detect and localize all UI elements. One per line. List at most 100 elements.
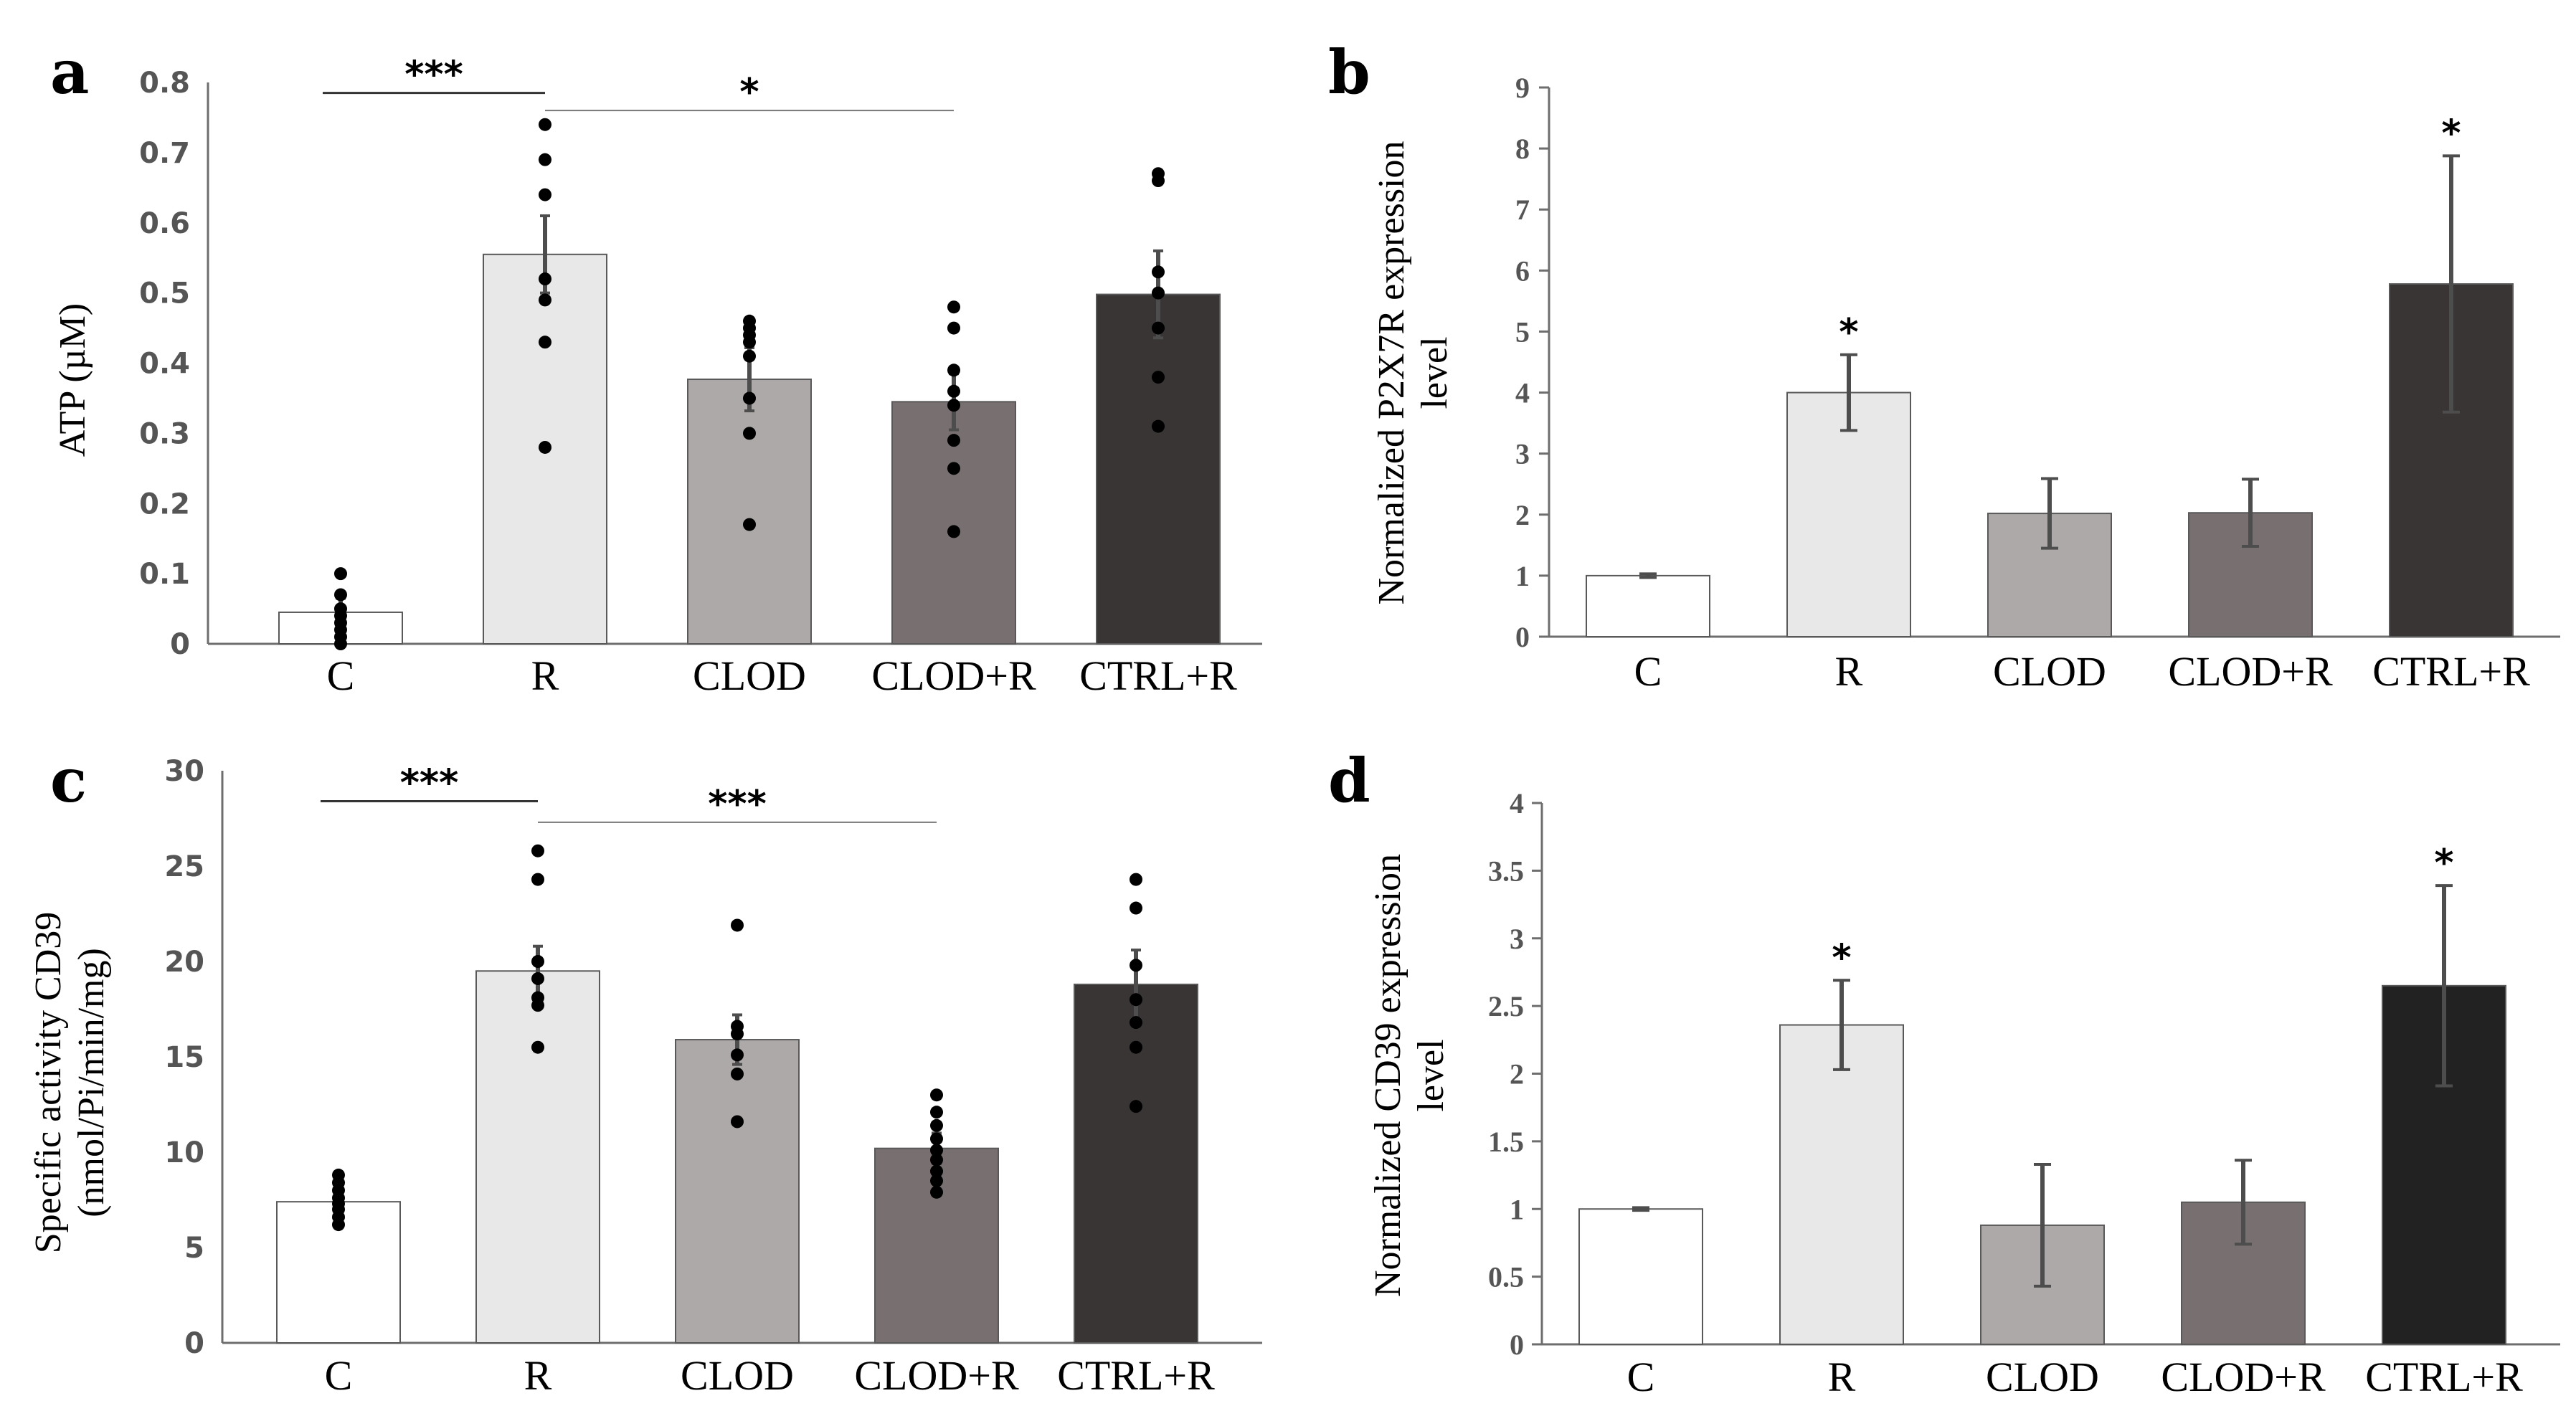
panel-a-letter: a [50, 37, 89, 108]
panel-b-x-category-label: CTRL+R [2372, 648, 2530, 695]
panel-c-y-tick-label: 10 [164, 1136, 204, 1169]
panel-a-data-point [539, 336, 551, 349]
panel-d-x-category-label: CLOD [1986, 1354, 2099, 1400]
panel-c-bar-r [475, 970, 600, 1344]
panel-b-significance-star: * [1839, 311, 1858, 354]
panel-c-data-point [531, 873, 544, 886]
panel-c-significance-label: *** [708, 783, 767, 826]
panel-a-data-point [947, 525, 960, 538]
panel-a-data-point [334, 602, 347, 616]
panel-c-y-axis-title-line-2: (nmol/Pi/min/mg) [71, 948, 112, 1217]
panel-b-significance-star: * [2441, 112, 2461, 155]
panel-d-x-category-label: R [1828, 1354, 1856, 1400]
panel-d-significance-star: * [2434, 842, 2453, 885]
panel-a-y-tick-label: 0.7 [139, 137, 190, 170]
panel-c-letter: c [50, 745, 87, 816]
panel-c-x-category-label: CLOD [681, 1352, 794, 1399]
panel-c-bar-clod [675, 1039, 800, 1344]
panel-a-data-point [1152, 265, 1165, 279]
panel-a-y-tick-label: 0.6 [139, 207, 190, 240]
panel-c-data-point [930, 1144, 943, 1157]
panel-a-data-point [539, 293, 551, 307]
panel-b-bar-c [1586, 574, 1710, 638]
panel-c-x-category-label: CTRL+R [1057, 1352, 1215, 1399]
panel-a-data-point [743, 314, 756, 328]
panel-a-y-tick-label: 0.5 [139, 277, 190, 310]
panel-b-letter: b [1328, 37, 1370, 108]
panel-d-chart: d Normalized CD39 expression level 0 0.5 1… [1328, 745, 2560, 1400]
panel-a-data-point [947, 321, 960, 335]
panel-c-data-point [731, 1067, 744, 1080]
panel-c-data-point [930, 1088, 943, 1102]
panel-a-data-point [334, 567, 347, 581]
panel-a-data-point [743, 349, 756, 363]
panel-c-y-tick-label: 30 [164, 755, 204, 788]
panel-c-data-point [930, 1153, 943, 1167]
panel-c-data-point [1130, 1040, 1142, 1054]
panel-b-x-category-label: CLOD [1993, 648, 2106, 695]
panel-d-y-tick-label: 0.5 [1488, 1261, 1524, 1293]
panel-a-data-point [947, 462, 960, 475]
panel-c-y-tick-label: 20 [164, 946, 204, 979]
panel-a-y-tick-label: 0 [170, 628, 190, 661]
panel-c-data-point [930, 1118, 943, 1132]
panel-c-data-point [1130, 1100, 1142, 1113]
panel-c-data-point [531, 844, 544, 857]
panel-c-data-point [531, 991, 544, 1004]
panel-d-x-category-label: CLOD+R [2161, 1354, 2326, 1400]
panel-c-data-point [1130, 959, 1142, 972]
panel-a-y-tick-label: 0.8 [139, 67, 190, 100]
panel-d-y-tick-label: 2 [1510, 1058, 1524, 1091]
panel-d-y-tick-label: 0 [1510, 1329, 1524, 1361]
panel-a-data-point [947, 434, 960, 447]
panel-a-bar-clod [687, 379, 812, 645]
panel-a-y-tick-label: 0.1 [139, 558, 190, 591]
panel-c-bar-ctrl-plus-r [1074, 983, 1198, 1344]
panel-d-bar-c [1578, 1208, 1703, 1345]
panel-b-y-tick-label: 9 [1515, 72, 1530, 104]
panel-a-data-point [947, 300, 960, 314]
panel-a-data-point [539, 188, 551, 201]
panel-a-significance-label: * [739, 71, 759, 114]
panel-c-data-point [531, 971, 544, 985]
panel-d-y-axis-title-line-2: level [1411, 1039, 1452, 1111]
panel-d-letter: d [1328, 745, 1370, 816]
panel-c-data-point [531, 955, 544, 968]
panel-b-x-category-label: R [1835, 648, 1863, 695]
panel-c-data-point [731, 1048, 744, 1062]
panel-c-data-point [930, 1132, 943, 1146]
panel-c-y-tick-label: 0 [184, 1327, 204, 1360]
panel-a-data-point [947, 364, 960, 377]
panel-d-significance-star: * [1832, 936, 1851, 979]
panel-a-data-point [539, 118, 551, 131]
panel-a-data-point [1152, 167, 1165, 181]
panel-c-y-tick-label: 25 [164, 850, 204, 883]
panel-c-data-point [930, 1106, 943, 1119]
panel-a-data-point [947, 384, 960, 398]
panel-c-data-point [731, 918, 744, 932]
panel-c-data-point [332, 1168, 345, 1182]
panel-a-data-point [1152, 371, 1165, 384]
panel-a-data-point [743, 391, 756, 405]
panel-b-chart: b Normalized P2X7R expression level 0 1 2 3… [1328, 37, 2560, 695]
panel-c-data-point [731, 1020, 744, 1033]
panel-c-data-point [1130, 1016, 1142, 1030]
panel-c-y-axis-title-line-1: Specific activity CD39 [28, 912, 69, 1254]
panel-b-y-tick-label: 6 [1515, 255, 1530, 287]
panel-c-data-point [930, 1164, 943, 1178]
panel-a-data-point [539, 153, 551, 166]
panel-b-y-tick-label: 5 [1515, 315, 1530, 348]
panel-a-y-tick-label: 0.2 [139, 488, 190, 521]
panel-c-x-category-label: R [524, 1352, 552, 1399]
panel-c-data-point [1130, 993, 1142, 1007]
panel-a-x-category-label: CLOD+R [871, 652, 1036, 699]
panel-c-data-point [1130, 901, 1142, 915]
panel-a-y-tick-label: 0.4 [139, 348, 190, 381]
panel-d-y-tick-label: 4 [1510, 787, 1524, 819]
panel-a-y-tick-label: 0.3 [139, 417, 190, 450]
panel-c-x-category-label: C [325, 1352, 353, 1399]
panel-d-y-tick-label: 2.5 [1488, 990, 1524, 1022]
panel-c-significance-label: *** [400, 762, 459, 805]
panel-b-y-tick-label: 1 [1515, 560, 1530, 592]
